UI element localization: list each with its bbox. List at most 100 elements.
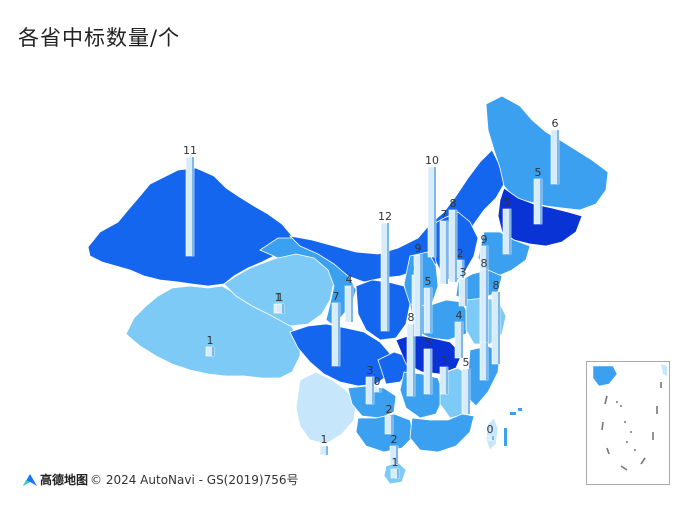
bar-side	[455, 210, 457, 282]
bar-side	[372, 377, 374, 404]
bar-side	[192, 157, 194, 256]
bars-layer: 1111741265510287695838488025531231019	[183, 117, 560, 479]
bar-value-label: 6	[552, 117, 559, 130]
bar-31[interactable]: 0	[485, 423, 495, 441]
bar-9[interactable]: 10	[425, 154, 439, 258]
bar-value-label: 5	[425, 275, 432, 288]
bar-side	[498, 292, 500, 364]
bar-value-label: 3	[441, 354, 448, 367]
bar-side	[420, 255, 422, 336]
coastal-islands	[504, 408, 522, 446]
bar-value-label: 9	[481, 233, 488, 246]
bar-11[interactable]: 8	[448, 197, 458, 283]
bar-side	[430, 288, 432, 333]
bar-4[interactable]: 4	[344, 273, 354, 323]
bar-value-label: 5	[504, 196, 511, 209]
bar-side	[338, 303, 340, 366]
bar-side	[430, 349, 432, 394]
bar-7[interactable]: 5	[533, 166, 543, 225]
bar-27[interactable]: 1	[319, 433, 329, 456]
bar-15[interactable]: 5	[423, 275, 433, 334]
bar-side	[486, 270, 488, 342]
bar-value-label: 8	[493, 279, 500, 292]
bar-side	[282, 304, 284, 313]
bar-side	[413, 324, 415, 396]
bar-0[interactable]: 11	[183, 144, 197, 257]
bar-value-label: 1	[392, 456, 399, 469]
bar-30[interactable]: 1	[390, 456, 400, 479]
bar-value-label: 10	[425, 154, 439, 167]
bar-side	[446, 367, 448, 394]
region-hunan[interactable]	[399, 371, 445, 419]
bar-side	[509, 209, 511, 254]
bar-12[interactable]: 7	[439, 208, 449, 285]
bar-8[interactable]: 5	[502, 196, 512, 255]
bar-17[interactable]: 3	[458, 266, 468, 307]
bar-side	[446, 221, 448, 284]
bar-side	[468, 369, 470, 414]
bar-value-label: 2	[386, 403, 393, 416]
copyright-text: © 2024 AutoNavi - GS(2019)756号	[90, 473, 299, 487]
amap-logo-text: 高德地图	[40, 473, 89, 487]
bar-24[interactable]: 5	[461, 356, 471, 415]
inset-map	[592, 364, 667, 471]
bar-value-label: 4	[346, 273, 353, 286]
south-china-sea-inset	[586, 361, 670, 485]
bar-6[interactable]: 6	[550, 117, 560, 185]
bar-21[interactable]: 8	[406, 311, 416, 397]
bar-side	[557, 130, 559, 184]
bar-5[interactable]: 12	[378, 210, 392, 332]
bar-value-label: 0	[487, 423, 494, 436]
bar-value-label: 5	[535, 166, 542, 179]
bar-value-label: 2	[391, 433, 398, 446]
bar-side	[397, 469, 399, 478]
region-guangdong[interactable]	[409, 413, 475, 453]
bar-value-label: 3	[367, 364, 374, 377]
region-heilongjiang[interactable]	[485, 95, 609, 211]
map-title: 各省中标数量/个	[18, 26, 181, 50]
bar-value-label: 11	[183, 144, 197, 157]
bar-value-label: 1	[275, 291, 282, 304]
bar-20[interactable]: 8	[479, 257, 489, 343]
bar-value-label: 5	[463, 356, 470, 369]
bar-value-label: 8	[408, 311, 415, 324]
region-yunnan[interactable]	[295, 371, 357, 445]
bar-23[interactable]: 2	[384, 403, 394, 435]
bar-29[interactable]: 3	[439, 354, 449, 395]
bar-side	[486, 308, 488, 380]
bar-value-label: 5	[425, 336, 432, 349]
bar-side	[492, 436, 494, 440]
nine-dash-line	[601, 382, 662, 471]
inset-taiwan	[661, 364, 667, 376]
bar-value-label: 4	[456, 309, 463, 322]
bar-26[interactable]: 3	[365, 364, 375, 405]
bar-side	[461, 322, 463, 358]
bar-side	[540, 179, 542, 224]
bar-value-label: 7	[333, 290, 340, 303]
bar-25[interactable]: 5	[423, 336, 433, 395]
bar-value-label: 8	[450, 197, 457, 210]
amap-logo-icon	[23, 473, 37, 486]
bar-side	[212, 347, 214, 356]
bar-value-label: 1	[277, 291, 284, 304]
bar-side	[434, 167, 436, 257]
bar-32[interactable]: 1	[275, 291, 285, 314]
bar-28[interactable]: 2	[389, 433, 399, 465]
bar-side	[326, 446, 328, 455]
bar-value-label: 3	[460, 266, 467, 279]
bar-value-label: 1	[321, 433, 328, 446]
bar-18[interactable]: 8	[491, 279, 501, 365]
bar-side	[387, 223, 389, 331]
bar-value-label: 9	[415, 242, 422, 255]
bar-3[interactable]: 7	[331, 290, 341, 367]
bar-19[interactable]: 4	[454, 309, 464, 359]
bar-value-label: 1	[207, 334, 214, 347]
bar-33[interactable]: 9	[413, 242, 423, 337]
bar-value-label: 0	[374, 375, 381, 388]
bar-1[interactable]: 1	[205, 334, 215, 357]
bar-value-label: 12	[378, 210, 392, 223]
bar-value-label: 8	[481, 257, 488, 270]
bar-side	[351, 286, 353, 322]
bar-value-label: 7	[441, 208, 448, 221]
